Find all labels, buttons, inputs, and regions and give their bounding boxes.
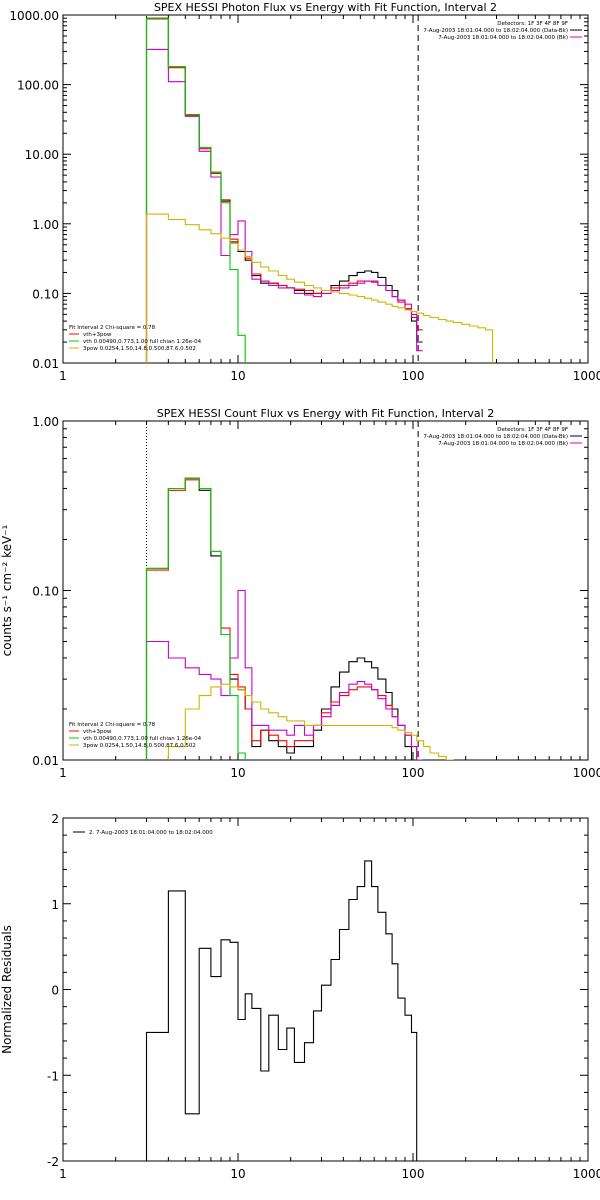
series-line-3 <box>145 48 423 363</box>
series-line-2 <box>145 479 423 760</box>
y-tick-label: 10.00 <box>25 148 59 162</box>
y-tick-label: 1000.00 <box>9 9 59 23</box>
info-line: Detectors: 1F 3F 4F 8F 9F <box>497 21 568 27</box>
axes-frame <box>62 14 589 364</box>
y-tick-label: 0.01 <box>32 357 59 371</box>
x-tick-label: 100 <box>402 369 425 383</box>
y-tick-label: 1.00 <box>32 218 59 232</box>
y-axis-label: Normalized Residuals <box>0 925 14 1054</box>
x-tick-label: 1000 <box>573 1167 600 1181</box>
y-tick-label: 0.01 <box>32 754 59 768</box>
legend-label: vth 0.00490,0.773,1.00 full chian 1.26e-… <box>83 339 202 345</box>
info-line: 7-Aug-2003 18:01:04.000 to 18:02:04.000 … <box>438 35 568 41</box>
y-axis: 0.01 0.10 1.00 10.00 100.00 1000.00 <box>9 9 588 371</box>
legend-label: 3pow 0.0254,1.50,14.8,0.500,87.6,0.502 <box>83 346 196 352</box>
y-tick-label: -1 <box>47 1069 59 1083</box>
info-header: Detectors: 1F 3F 4F 8F 9F7-Aug-2003 18:0… <box>423 427 582 447</box>
chart-3: 1 10 100 1000 -2 -1 0 1 2 Normalized Residuals 2. … <box>0 812 600 1181</box>
legend-header: Fit Interval 2 Chi-square = 0.78 <box>69 722 156 728</box>
legend-label: 2. 7-Aug-2003 18:01:04.000 to 18:02:04.0… <box>89 830 213 836</box>
info-header: Detectors: 1F 3F 4F 8F 9F7-Aug-2003 18:0… <box>423 21 582 41</box>
y-tick-label: 0.10 <box>32 585 59 599</box>
x-tick-label: 1000 <box>573 369 600 383</box>
series-line-5 <box>145 213 494 363</box>
series-group <box>145 860 423 1161</box>
x-tick-label: 10 <box>230 1167 245 1181</box>
series-line-4 <box>145 17 246 363</box>
legend: Fit Interval 2 Chi-square = 0.78vth+3pow… <box>69 722 202 749</box>
chart-1: SPEX HESSI Photon Flux vs Energy with Fi… <box>9 1 600 383</box>
y-axis-label: counts s⁻¹ cm⁻² keV⁻¹ <box>0 524 14 656</box>
series-line-3 <box>145 589 423 760</box>
x-axis: 1 10 100 1000 <box>59 818 600 1181</box>
y-axis: -2 -1 0 1 2 <box>47 812 588 1169</box>
x-tick-label: 10 <box>230 766 245 780</box>
legend-label: vth 0.00490,0.773,1.00 full chian 1.26e-… <box>83 736 202 742</box>
series-line-1 <box>145 477 413 760</box>
legend: 2. 7-Aug-2003 18:01:04.000 to 18:02:04.0… <box>73 830 213 836</box>
series-line-2 <box>145 18 423 363</box>
x-tick-label: 1 <box>59 369 67 383</box>
x-tick-label: 1000 <box>573 766 600 780</box>
y-tick-label: 2 <box>51 812 59 826</box>
info-line: 7-Aug-2003 18:01:04.000 to 18:02:04.000 … <box>423 434 568 440</box>
legend-label: vth+3pow <box>83 332 112 338</box>
y-tick-label: 0.10 <box>32 287 59 301</box>
x-tick-label: 10 <box>230 369 245 383</box>
info-line: 7-Aug-2003 18:01:04.000 to 18:02:04.000 … <box>423 28 568 34</box>
series-line-5 <box>145 683 454 760</box>
x-tick-label: 1 <box>59 1167 67 1181</box>
info-line: Detectors: 1F 3F 4F 8F 9F <box>497 427 568 433</box>
x-tick-label: 100 <box>402 1167 425 1181</box>
y-tick-label: 0 <box>51 984 59 998</box>
x-axis: 1 10 100 1000 <box>59 15 600 383</box>
axes-frame <box>62 817 589 1162</box>
chart-2: SPEX HESSI Count Flux vs Energy with Fit… <box>0 407 600 780</box>
legend: Fit Interval 2 Chi-square = 0.78vth+3pow… <box>69 325 202 352</box>
legend-label: 3pow 0.0254,1.50,14.8,0.500,87.6,0.502 <box>83 743 196 749</box>
legend-label: vth+3pow <box>83 729 112 735</box>
chart-title: SPEX HESSI Photon Flux vs Energy with Fi… <box>154 1 497 14</box>
y-tick-label: 1.00 <box>32 415 59 429</box>
legend-header: Fit Interval 2 Chi-square = 0.78 <box>69 325 156 331</box>
x-axis: 1 10 100 1000 <box>59 421 600 780</box>
y-axis: 0.01 0.10 1.00 <box>32 415 588 768</box>
x-tick-label: 1 <box>59 766 67 780</box>
info-line: 7-Aug-2003 18:01:04.000 to 18:02:04.000 … <box>438 441 568 447</box>
chart-title: SPEX HESSI Count Flux vs Energy with Fit… <box>157 407 494 420</box>
series-group <box>145 477 454 760</box>
y-tick-label: -2 <box>47 1155 59 1169</box>
series-line-1 <box>145 860 423 1161</box>
series-line-4 <box>145 477 246 760</box>
series-group <box>145 17 494 363</box>
x-tick-label: 100 <box>402 766 425 780</box>
y-tick-label: 1 <box>51 898 59 912</box>
series-line-1 <box>145 17 423 363</box>
y-tick-label: 100.00 <box>17 79 59 93</box>
